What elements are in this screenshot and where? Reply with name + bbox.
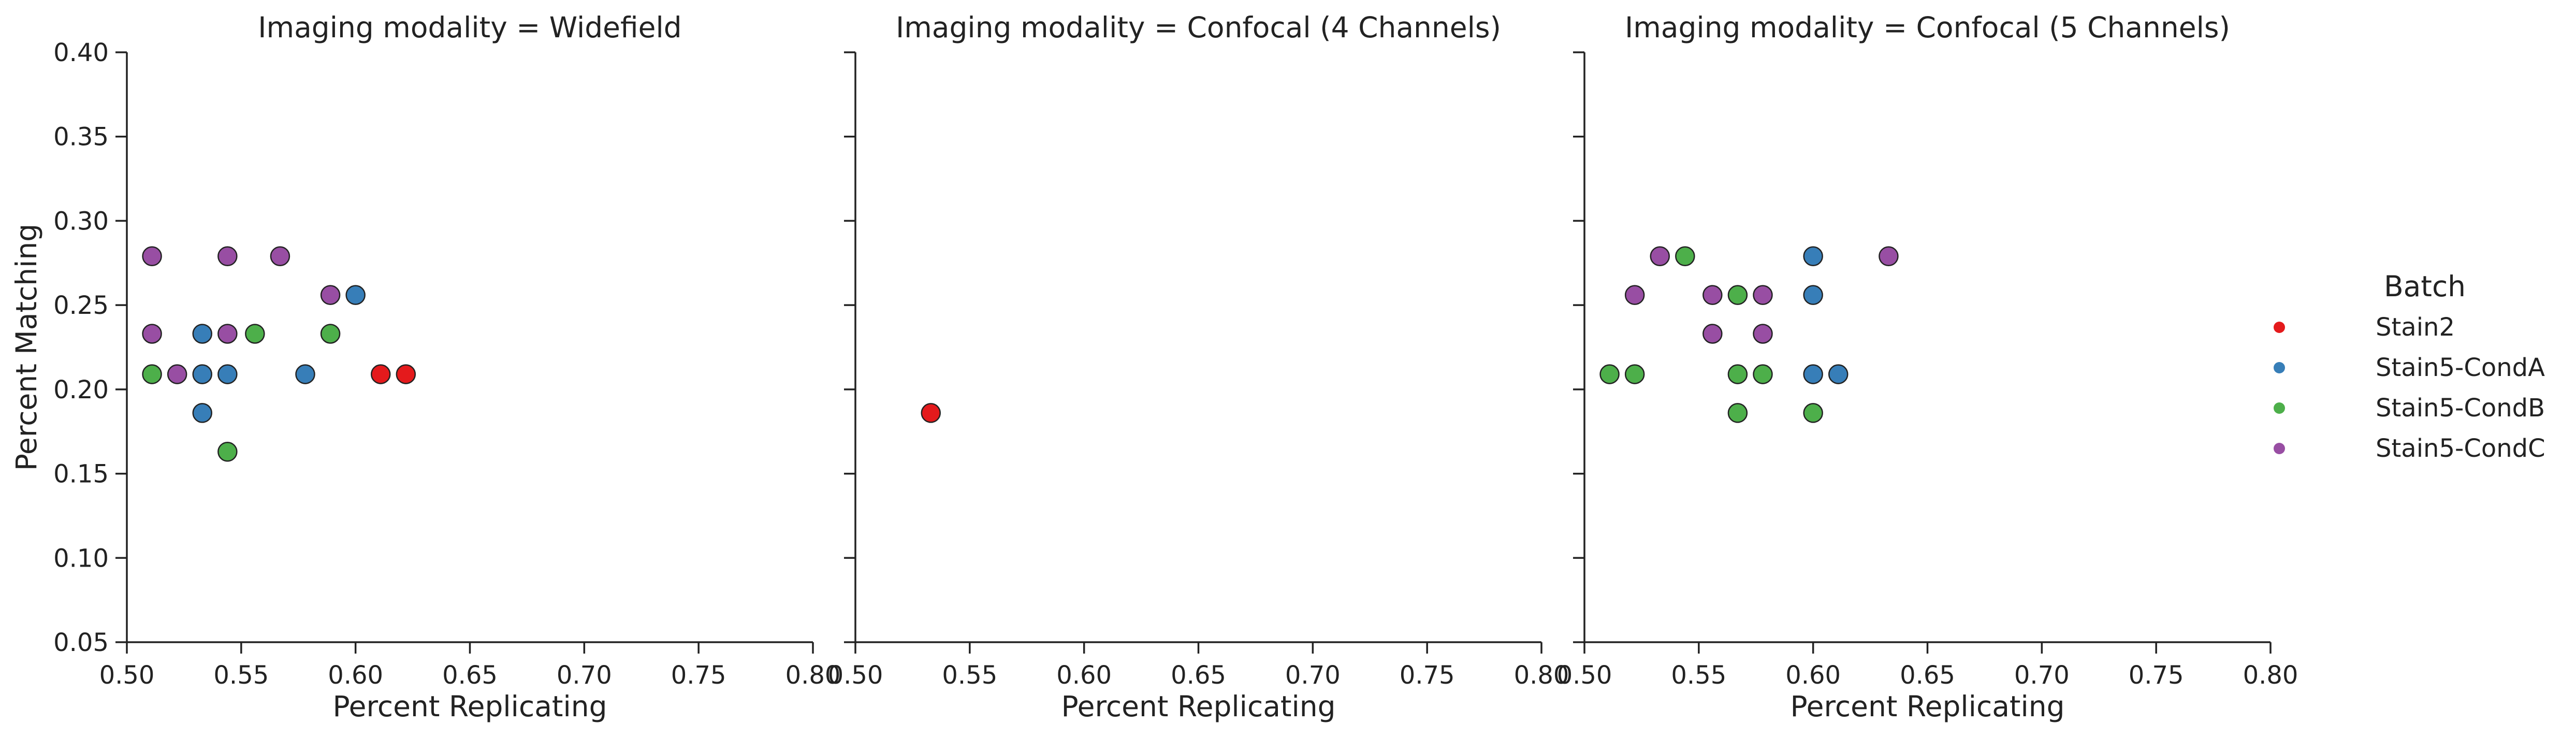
- legend-label-stain5-condc: Stain5-CondC: [2376, 434, 2545, 463]
- point-stain5-condc: [1650, 246, 1670, 267]
- point-stain5-conda: [217, 364, 238, 384]
- facet-panel-3: Imaging modality = Confocal (5 Channels)…: [1557, 11, 2298, 723]
- point-stain5-condb: [1727, 364, 1748, 384]
- x-tick-label: 0.65: [1171, 661, 1226, 690]
- facet-panel-1: Imaging modality = Widefield 0.50 0.55 0.60…: [10, 11, 840, 723]
- legend-label-stain2: Stain2: [2376, 313, 2455, 342]
- legend-title: Batch: [2384, 270, 2466, 303]
- point-stain5-condb: [217, 442, 238, 462]
- data-points: [1599, 246, 1899, 423]
- point-stain5-condc: [270, 246, 290, 267]
- point-stain5-condc: [1624, 285, 1645, 305]
- x-axis-title: Percent Replicating: [1790, 690, 2064, 723]
- point-stain5-conda: [345, 285, 366, 305]
- point-stain5-condb: [1599, 364, 1620, 384]
- point-stain5-conda: [1803, 364, 1823, 384]
- y-axis-title: Percent Matching: [10, 224, 43, 471]
- x-tick-label: 0.70: [2014, 661, 2070, 690]
- x-tick-label: 0.55: [213, 661, 269, 690]
- x-tick-label: 0.80: [1514, 661, 1569, 690]
- x-tick-label: 0.55: [1671, 661, 1726, 690]
- point-stain5-conda: [192, 324, 212, 344]
- x-tick-label: 0.60: [1785, 661, 1841, 690]
- x-tick-label: 0.60: [328, 661, 383, 690]
- point-stain5-condc: [1879, 246, 1899, 267]
- point-stain5-condc: [1753, 324, 1773, 344]
- x-tick-label: 0.70: [557, 661, 612, 690]
- point-stain5-conda: [192, 403, 212, 423]
- point-stain5-conda: [192, 364, 212, 384]
- legend-marker-stain2: [2274, 322, 2285, 333]
- x-tick-label: 0.65: [1900, 661, 1955, 690]
- point-stain5-condc: [167, 364, 187, 384]
- point-stain5-conda: [1803, 285, 1823, 305]
- x-tick-label: 0.80: [785, 661, 841, 690]
- point-stain5-condb: [245, 324, 265, 344]
- x-tick-label: 0.55: [942, 661, 997, 690]
- y-tick-label: 0.05: [53, 628, 109, 657]
- x-tick-label: 0.65: [442, 661, 498, 690]
- point-stain5-condb: [1675, 246, 1695, 267]
- point-stain5-condc: [142, 324, 162, 344]
- point-stain5-condc: [320, 285, 341, 305]
- x-tick-label: 0.60: [1056, 661, 1112, 690]
- panel-title: Imaging modality = Confocal (5 Channels): [1625, 11, 2230, 44]
- x-tick-label: 0.75: [1400, 661, 1455, 690]
- legend-marker-stain5-conda: [2274, 362, 2285, 373]
- point-stain5-condb: [1727, 285, 1748, 305]
- x-tick-label: 0.75: [2129, 661, 2184, 690]
- panel-title: Imaging modality = Widefield: [258, 11, 681, 44]
- point-stain5-condc: [1702, 285, 1723, 305]
- x-tick-label: 0.75: [671, 661, 726, 690]
- legend-label-stain5-condb: Stain5-CondB: [2376, 394, 2545, 423]
- point-stain5-condb: [1624, 364, 1645, 384]
- point-stain5-conda: [1828, 364, 1849, 384]
- x-axis-title: Percent Replicating: [332, 690, 607, 723]
- y-tick-label: 0.20: [53, 375, 109, 404]
- panel-title: Imaging modality = Confocal (4 Channels): [896, 11, 1501, 44]
- y-tick-label: 0.35: [53, 123, 109, 152]
- facet-panel-2: Imaging modality = Confocal (4 Channels)…: [828, 11, 1569, 723]
- x-tick-label: 0.80: [2243, 661, 2298, 690]
- point-stain5-condc: [142, 246, 162, 267]
- y-tick-label: 0.30: [53, 207, 109, 236]
- point-stain2: [921, 403, 941, 423]
- point-stain5-conda: [1803, 246, 1823, 267]
- y-tick-label: 0.40: [53, 38, 109, 67]
- legend: Batch Stain2 Stain5-CondA Stain5-CondB S…: [2274, 270, 2545, 463]
- point-stain5-condc: [217, 324, 238, 344]
- point-stain2: [396, 364, 416, 384]
- point-stain5-condb: [1803, 403, 1823, 423]
- point-stain5-condb: [1753, 364, 1773, 384]
- x-axis-title: Percent Replicating: [1061, 690, 1335, 723]
- point-stain5-condb: [142, 364, 162, 384]
- y-tick-label: 0.25: [53, 291, 109, 320]
- legend-marker-stain5-condb: [2274, 402, 2285, 414]
- point-stain5-condc: [1753, 285, 1773, 305]
- point-stain5-condb: [320, 324, 341, 344]
- data-points: [921, 403, 941, 423]
- point-stain5-conda: [295, 364, 315, 384]
- x-tick-label: 0.50: [1557, 661, 1612, 690]
- x-tick-label: 0.50: [828, 661, 883, 690]
- data-points: [142, 246, 416, 462]
- point-stain5-condc: [1702, 324, 1723, 344]
- x-tick-label: 0.70: [1285, 661, 1341, 690]
- x-tick-label: 0.50: [99, 661, 155, 690]
- legend-label-stain5-conda: Stain5-CondA: [2376, 353, 2545, 382]
- legend-marker-stain5-condc: [2274, 443, 2285, 454]
- point-stain5-condb: [1727, 403, 1748, 423]
- point-stain2: [371, 364, 391, 384]
- y-tick-label: 0.15: [53, 460, 109, 489]
- y-tick-label: 0.10: [53, 544, 109, 573]
- point-stain5-condc: [217, 246, 238, 267]
